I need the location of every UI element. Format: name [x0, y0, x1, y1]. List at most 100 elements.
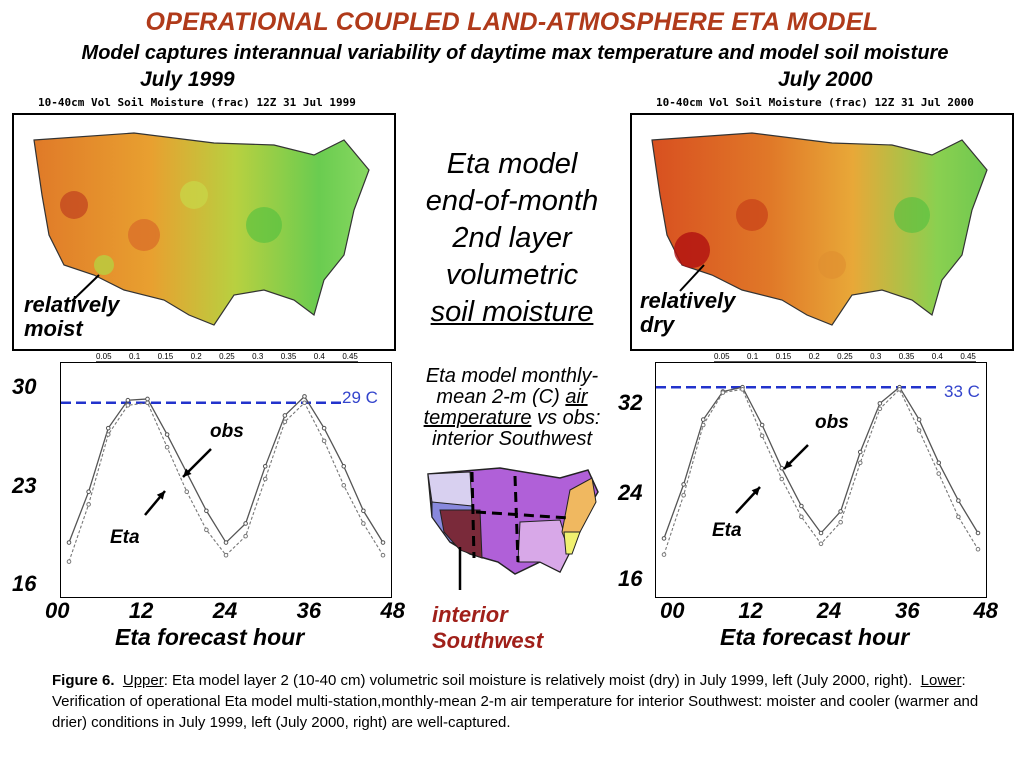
left-chart-point-obs	[105, 425, 111, 431]
region-label-line2: Southwest	[432, 628, 544, 653]
colorbar-label: 0.4	[313, 352, 325, 361]
right-chart-point-obs	[661, 536, 667, 541]
right-chart-point-eta	[681, 492, 686, 498]
right-annotation-line2: dry	[640, 312, 675, 337]
center-label: Eta model end-of-month 2nd layer volumet…	[396, 146, 628, 331]
left-map-annotation: relatively moist	[24, 293, 119, 341]
left-annotation-line2: moist	[24, 316, 83, 341]
right-chart-point-obs	[700, 417, 706, 422]
colorbar-label: 0.05	[714, 352, 730, 361]
right-chart-point-eta	[700, 422, 706, 428]
left-chart-point-eta	[243, 533, 248, 539]
right-chart-point-obs	[799, 503, 804, 509]
left-xtick-48: 48	[380, 598, 405, 623]
left-chart-point-eta	[282, 419, 288, 425]
right-chart-point-eta	[838, 519, 843, 525]
center-label-line4: volumetric	[445, 259, 579, 291]
left-obs-label: obs	[210, 421, 244, 442]
center-label-line2: end-of-month	[425, 185, 599, 217]
left-chart-point-obs	[164, 432, 170, 437]
colorbar-label: 0.2	[190, 352, 202, 361]
right-xtick-24: 24	[816, 598, 842, 623]
middle-label: Eta model monthly- mean 2-m (C) air temp…	[396, 366, 628, 450]
colorbar-label: 0.25	[219, 352, 235, 361]
colorbar-label: 0.15	[157, 352, 174, 361]
page-title: OPERATIONAL COUPLED LAND-ATMOSPHERE ETA …	[145, 8, 879, 36]
right-chart-point-eta	[857, 460, 863, 466]
right-temperature-chart	[655, 362, 987, 598]
center-label-line1: Eta model	[446, 148, 578, 180]
middle-label-line3: vs obs:	[537, 407, 601, 429]
usa-outline-left	[33, 132, 370, 326]
right-chart-svg	[656, 384, 981, 557]
right-reference-label: 33 C	[944, 382, 980, 401]
left-chart-point-obs	[86, 489, 91, 495]
colorbar-label: 0.2	[808, 352, 820, 361]
right-eta-label: Eta	[712, 520, 742, 541]
right-chart-point-obs	[975, 530, 981, 536]
right-xtick-0: 00	[660, 598, 685, 623]
left-chart-point-obs	[341, 463, 347, 469]
left-chart-point-obs	[125, 397, 131, 403]
left-eta-arrow-head	[156, 491, 165, 500]
caption-lower-text: : Verification of operational Eta model …	[52, 672, 979, 731]
right-chart-point-eta	[956, 514, 961, 520]
right-colorbar-labels: 0.05 0.1 0.15 0.2 0.25 0.3 0.35 0.4 0.45	[714, 352, 976, 361]
left-chart-point-eta	[125, 403, 131, 408]
left-map-graphic	[33, 132, 370, 326]
right-chart-point-eta	[799, 514, 804, 520]
left-xtick-0: 00	[45, 598, 70, 623]
left-reference-label: 29 C	[342, 388, 378, 407]
right-chart-point-eta	[779, 476, 785, 482]
left-temperature-chart	[60, 362, 392, 598]
caption-upper-label: Upper	[122, 672, 164, 689]
usa-outline-right	[651, 132, 988, 326]
left-xticks: 00 12 24 36 48	[45, 598, 405, 624]
left-chart-point-obs	[302, 394, 307, 399]
left-chart-point-eta	[145, 400, 150, 406]
left-ytick-mid: 23	[12, 473, 37, 498]
right-xticks: 00 12 24 36 48	[660, 598, 998, 624]
right-chart-point-eta	[936, 471, 942, 476]
region-label-line1: interior	[432, 602, 508, 627]
left-xlabel: Eta forecast hour	[115, 624, 305, 650]
middle-label-line2: mean 2-m (C)	[436, 386, 560, 408]
right-chart-point-eta	[818, 541, 824, 547]
left-chart-point-obs	[380, 540, 386, 545]
figure-caption: Figure 6. Upper: Eta model layer 2 (10-4…	[52, 670, 1002, 733]
right-map-annotation: relatively dry	[640, 289, 735, 337]
colorbar-label: 0.15	[775, 352, 792, 361]
right-chart-point-obs	[779, 465, 785, 471]
left-chart-point-eta	[321, 438, 327, 444]
right-chart-point-eta	[975, 546, 981, 552]
colorbar-label: 0.25	[837, 352, 853, 361]
right-annotation-line1: relatively	[640, 288, 736, 313]
left-chart-point-eta	[184, 489, 190, 495]
right-chart-point-obs	[681, 482, 686, 487]
left-colorbar-labels: 0.05 0.1 0.15 0.2 0.25 0.3 0.35 0.4 0.45	[96, 352, 358, 361]
right-map-graphic	[651, 132, 988, 326]
right-chart-point-obs	[759, 422, 765, 428]
left-chart-point-eta	[204, 527, 209, 533]
region-map-graphic	[427, 467, 599, 590]
page-subtitle: Model captures interannual variability o…	[81, 42, 949, 64]
left-chart-point-obs	[282, 413, 288, 418]
right-chart-point-obs	[936, 460, 942, 466]
right-xtick-48: 48	[973, 598, 998, 623]
right-xtick-12: 12	[738, 598, 763, 623]
right-chart-point-obs	[838, 509, 843, 514]
caption-lower-label: Lower	[920, 672, 962, 689]
left-chart-point-eta	[380, 552, 386, 558]
colorbar-label: 0.05	[96, 352, 112, 361]
caption-figure-number: Figure 6.	[52, 672, 115, 689]
middle-label-air: air	[565, 386, 588, 408]
left-chart-point-obs	[66, 540, 72, 545]
right-chart-point-eta	[759, 433, 765, 439]
colorbar-label: 0.45	[960, 352, 976, 361]
middle-label-temperature: temperature	[423, 407, 532, 429]
region-map	[420, 462, 606, 592]
right-chart-point-obs	[916, 417, 922, 422]
left-chart-point-eta	[105, 432, 111, 437]
right-chart-point-eta	[897, 387, 902, 392]
left-chart-point-eta	[361, 521, 366, 526]
